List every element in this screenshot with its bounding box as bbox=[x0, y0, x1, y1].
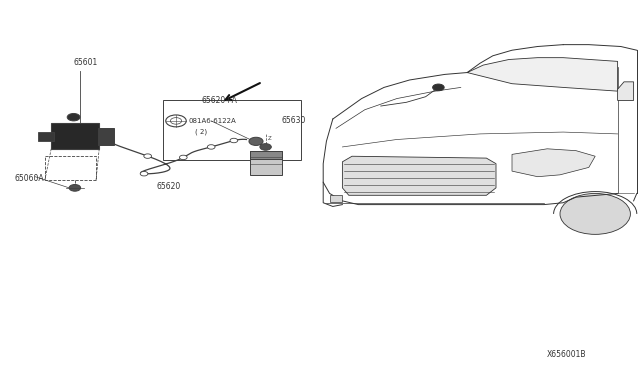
Circle shape bbox=[260, 144, 271, 150]
Circle shape bbox=[166, 115, 186, 127]
Circle shape bbox=[67, 113, 80, 121]
Circle shape bbox=[230, 138, 237, 143]
Bar bbox=[163, 100, 301, 160]
Polygon shape bbox=[330, 195, 342, 202]
Text: 65601: 65601 bbox=[74, 58, 98, 67]
Text: 65620+A: 65620+A bbox=[202, 96, 237, 105]
Circle shape bbox=[144, 154, 152, 158]
Bar bbox=[45, 156, 96, 180]
Circle shape bbox=[179, 155, 187, 160]
Polygon shape bbox=[342, 156, 496, 195]
Bar bbox=[250, 151, 282, 159]
Text: X656001B: X656001B bbox=[547, 350, 587, 359]
Text: ( 2): ( 2) bbox=[195, 128, 207, 135]
Polygon shape bbox=[467, 58, 618, 91]
Circle shape bbox=[207, 145, 215, 149]
Circle shape bbox=[560, 193, 630, 234]
Bar bbox=[38, 132, 54, 141]
Text: 081A6-6122A: 081A6-6122A bbox=[189, 118, 237, 124]
Text: Z: Z bbox=[268, 135, 271, 141]
Polygon shape bbox=[618, 82, 634, 100]
Circle shape bbox=[69, 185, 81, 191]
Polygon shape bbox=[512, 149, 595, 177]
Text: 65060A: 65060A bbox=[14, 174, 44, 183]
Bar bbox=[98, 128, 114, 145]
FancyBboxPatch shape bbox=[51, 123, 99, 149]
Text: 65630: 65630 bbox=[282, 116, 306, 125]
Circle shape bbox=[433, 84, 444, 91]
Bar bbox=[250, 151, 282, 175]
Circle shape bbox=[249, 137, 263, 145]
Text: 65620: 65620 bbox=[157, 182, 181, 190]
Circle shape bbox=[140, 171, 148, 176]
